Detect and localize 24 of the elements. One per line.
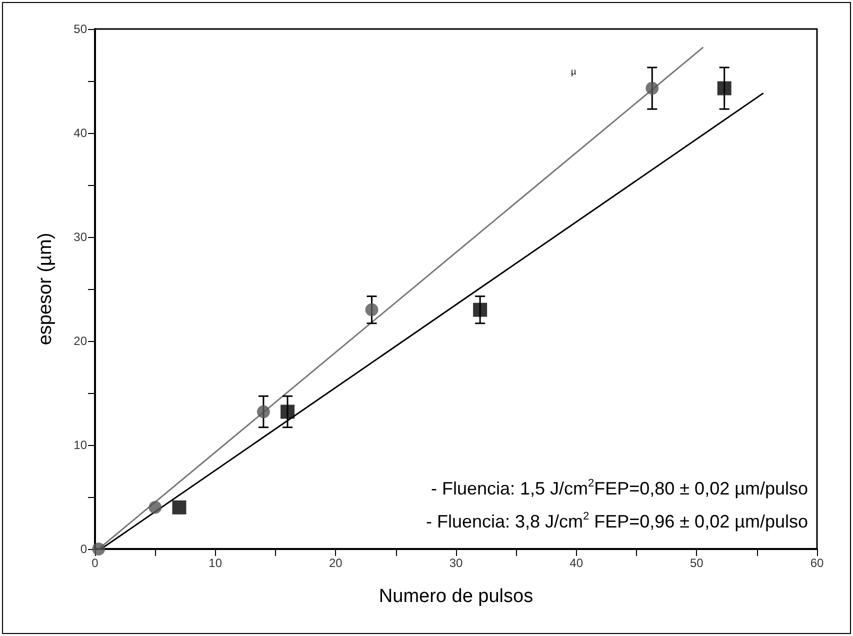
y-tick-label: 20 (74, 334, 88, 348)
x-tick-label: 30 (449, 556, 463, 570)
y-tick-label: 30 (74, 230, 88, 244)
point (646, 82, 659, 95)
y-tick-label: 40 (74, 126, 88, 140)
x-tick-label: 40 (570, 556, 584, 570)
y-tick-label: 50 (74, 22, 88, 36)
point (256, 405, 270, 418)
point (280, 404, 295, 419)
y-tick-label: 0 (80, 542, 88, 556)
point (172, 500, 186, 514)
y-axis-title: espesor (µm) (35, 232, 56, 346)
x-tick-label: 60 (810, 556, 824, 570)
x-tick-label: 10 (208, 556, 222, 570)
point (717, 81, 732, 96)
x-tick-label: 50 (690, 556, 704, 570)
point (473, 302, 488, 317)
x-tick-label: 0 (92, 556, 99, 570)
point (365, 303, 378, 316)
annotation: µ (571, 66, 576, 76)
x-axis-title: Numero de pulsos (378, 586, 534, 607)
y-tick-label: 10 (74, 438, 88, 452)
x-tick-label: 20 (328, 556, 343, 570)
point (148, 500, 162, 514)
